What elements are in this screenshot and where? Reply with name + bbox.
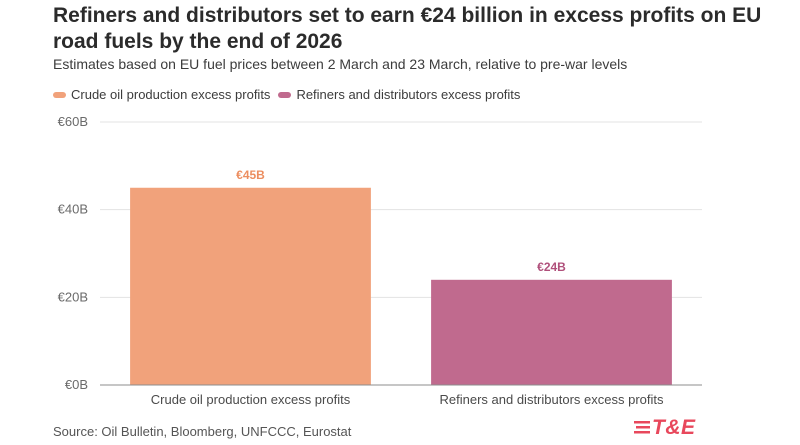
x-tick-label: Crude oil production excess profits	[151, 392, 351, 407]
legend-label-crude: Crude oil production excess profits	[71, 87, 271, 102]
y-tick-label: €60B	[58, 114, 88, 129]
y-tick-label: €0B	[65, 377, 88, 392]
x-tick-label: Refiners and distributors excess profits	[440, 392, 664, 407]
te-logo: T&E	[632, 416, 696, 440]
chart-subtitle: Estimates based on EU fuel prices betwee…	[53, 56, 628, 72]
legend-swatch-refiners	[278, 91, 292, 98]
source-note: Source: Oil Bulletin, Bloomberg, UNFCCC,…	[53, 424, 352, 439]
bar	[130, 187, 371, 385]
logo-text: T&E	[652, 416, 696, 439]
legend-swatch-crude	[53, 91, 66, 98]
legend-item-crude[interactable]: Crude oil production excess profits	[53, 87, 270, 102]
legend-item-refiners[interactable]: Refiners and distributors excess profits	[278, 87, 520, 102]
bar-value-label: €45B	[236, 168, 265, 182]
chart-title: Refiners and distributors set to earn €2…	[53, 4, 762, 53]
logo-stripes-icon	[634, 421, 650, 434]
bar	[431, 279, 672, 385]
y-tick-label: €20B	[58, 289, 88, 304]
legend: Crude oil production excess profits Refi…	[53, 87, 528, 102]
y-tick-label: €40B	[58, 202, 88, 217]
legend-label-refiners: Refiners and distributors excess profits	[296, 87, 521, 102]
bar-value-label: €24B	[537, 260, 566, 274]
